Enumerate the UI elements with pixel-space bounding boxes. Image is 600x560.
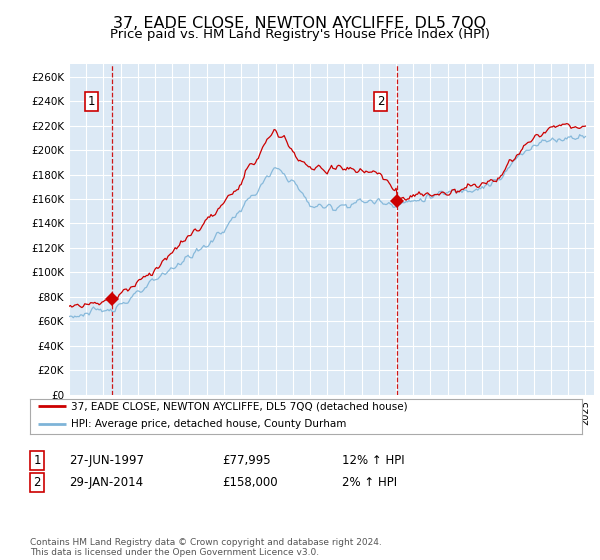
Text: Contains HM Land Registry data © Crown copyright and database right 2024.
This d: Contains HM Land Registry data © Crown c…	[30, 538, 382, 557]
Text: 2% ↑ HPI: 2% ↑ HPI	[342, 476, 397, 489]
Text: HPI: Average price, detached house, County Durham: HPI: Average price, detached house, Coun…	[71, 419, 347, 429]
Text: 1: 1	[88, 95, 95, 108]
Text: 2: 2	[34, 476, 41, 489]
Text: £158,000: £158,000	[222, 476, 278, 489]
Text: 1: 1	[34, 454, 41, 467]
Text: £77,995: £77,995	[222, 454, 271, 467]
Text: 2: 2	[377, 95, 385, 108]
Text: 37, EADE CLOSE, NEWTON AYCLIFFE, DL5 7QQ: 37, EADE CLOSE, NEWTON AYCLIFFE, DL5 7QQ	[113, 16, 487, 31]
Text: 37, EADE CLOSE, NEWTON AYCLIFFE, DL5 7QQ (detached house): 37, EADE CLOSE, NEWTON AYCLIFFE, DL5 7QQ…	[71, 402, 408, 412]
Text: 27-JUN-1997: 27-JUN-1997	[69, 454, 144, 467]
Text: 29-JAN-2014: 29-JAN-2014	[69, 476, 143, 489]
Text: 12% ↑ HPI: 12% ↑ HPI	[342, 454, 404, 467]
Text: Price paid vs. HM Land Registry's House Price Index (HPI): Price paid vs. HM Land Registry's House …	[110, 28, 490, 41]
